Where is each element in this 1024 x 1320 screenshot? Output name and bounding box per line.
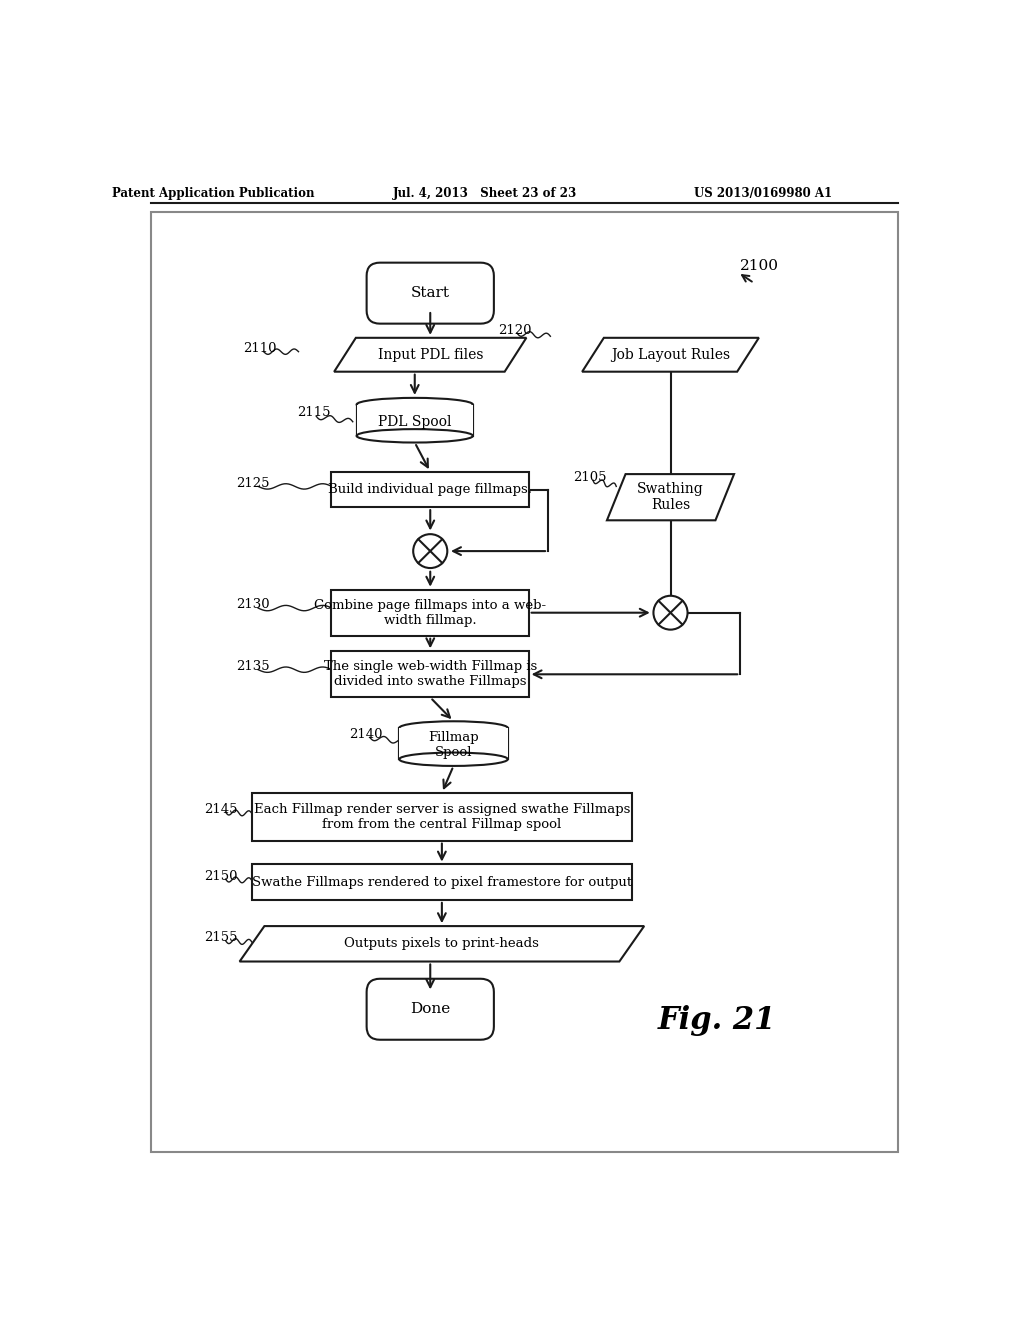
Text: 2130: 2130 bbox=[237, 598, 270, 611]
Text: 2105: 2105 bbox=[573, 471, 607, 483]
Text: Swathing
Rules: Swathing Rules bbox=[637, 482, 703, 512]
Bar bbox=[399, 727, 508, 759]
Text: Each Fillmap render server is assigned swathe Fillmaps
from from the central Fil: Each Fillmap render server is assigned s… bbox=[254, 803, 630, 830]
Text: 2115: 2115 bbox=[297, 407, 331, 418]
Text: 2125: 2125 bbox=[237, 477, 270, 490]
Text: Outputs pixels to print-heads: Outputs pixels to print-heads bbox=[344, 937, 540, 950]
Text: The single web-width Fillmap is
divided into swathe Fillmaps: The single web-width Fillmap is divided … bbox=[324, 660, 537, 688]
Bar bbox=[332, 590, 529, 636]
Bar bbox=[332, 471, 529, 507]
Text: 2135: 2135 bbox=[237, 660, 270, 673]
Text: 2120: 2120 bbox=[498, 323, 531, 337]
Text: Patent Application Publication: Patent Application Publication bbox=[112, 186, 314, 199]
Polygon shape bbox=[607, 474, 734, 520]
Text: 2100: 2100 bbox=[740, 259, 779, 273]
Text: US 2013/0169980 A1: US 2013/0169980 A1 bbox=[694, 186, 833, 199]
Polygon shape bbox=[240, 927, 644, 961]
FancyBboxPatch shape bbox=[367, 978, 494, 1040]
Ellipse shape bbox=[399, 721, 508, 735]
Text: PDL Spool: PDL Spool bbox=[378, 414, 452, 429]
Text: Swathe Fillmaps rendered to pixel framestore for output: Swathe Fillmaps rendered to pixel frames… bbox=[252, 875, 632, 888]
Text: 2145: 2145 bbox=[204, 803, 238, 816]
Circle shape bbox=[653, 595, 687, 630]
Text: 2155: 2155 bbox=[204, 931, 238, 944]
Bar bbox=[332, 651, 529, 697]
Text: 2150: 2150 bbox=[204, 870, 238, 883]
Text: 2140: 2140 bbox=[349, 727, 382, 741]
Polygon shape bbox=[583, 338, 759, 372]
Text: Job Layout Rules: Job Layout Rules bbox=[611, 347, 730, 362]
Text: Fig. 21: Fig. 21 bbox=[657, 1006, 776, 1036]
FancyBboxPatch shape bbox=[367, 263, 494, 323]
Text: Start: Start bbox=[411, 286, 450, 300]
Bar bbox=[252, 793, 632, 841]
Bar bbox=[356, 404, 473, 436]
Text: Fillmap
Spool: Fillmap Spool bbox=[428, 731, 479, 759]
Text: Build individual page fillmaps.: Build individual page fillmaps. bbox=[329, 483, 532, 496]
Text: Combine page fillmaps into a web-
width fillmap.: Combine page fillmaps into a web- width … bbox=[314, 599, 547, 627]
Ellipse shape bbox=[356, 429, 473, 442]
Text: Done: Done bbox=[411, 1002, 451, 1016]
Ellipse shape bbox=[399, 752, 508, 766]
Bar bbox=[399, 727, 508, 759]
Bar bbox=[356, 404, 473, 436]
Bar bbox=[252, 865, 632, 900]
Ellipse shape bbox=[356, 397, 473, 412]
Text: Input PDL files: Input PDL files bbox=[378, 347, 483, 362]
Text: Jul. 4, 2013   Sheet 23 of 23: Jul. 4, 2013 Sheet 23 of 23 bbox=[392, 186, 577, 199]
Circle shape bbox=[414, 535, 447, 568]
Text: 2110: 2110 bbox=[243, 342, 276, 355]
Polygon shape bbox=[334, 338, 526, 372]
